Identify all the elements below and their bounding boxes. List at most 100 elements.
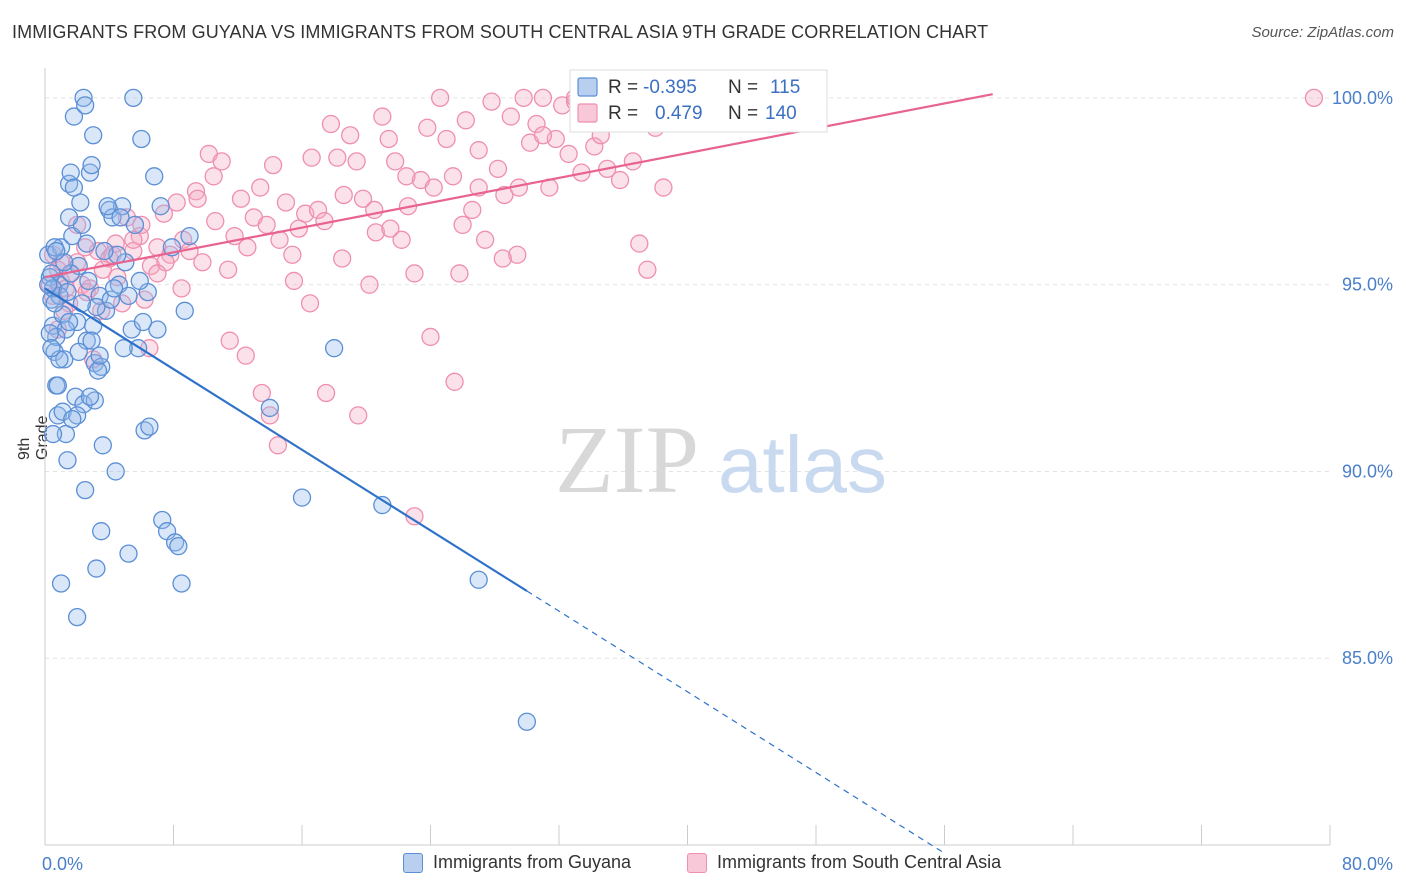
legend-swatch-guyana [403, 852, 423, 873]
blue-point [63, 409, 82, 429]
legend-item-guyana: Immigrants from Guyana [403, 852, 631, 873]
legend-box [569, 69, 828, 133]
pink-point [231, 189, 251, 208]
pink-point [283, 245, 302, 264]
pink-point [397, 167, 416, 186]
pink-point [482, 92, 501, 111]
pink-point [124, 230, 143, 249]
blue-point [58, 282, 77, 302]
blue-point [180, 226, 199, 246]
tick-labels: 100.0% 95.0% 90.0% 85.0% 0.0% 80.0% [42, 88, 1393, 874]
pink-point [360, 275, 379, 294]
blue-point [80, 387, 100, 406]
blue-point [67, 607, 87, 627]
pink-point [328, 148, 347, 167]
pink-point [456, 111, 475, 130]
blue-point [133, 312, 153, 332]
blue-point [324, 339, 344, 358]
pink-point [302, 148, 321, 167]
blue-point [87, 297, 106, 317]
legend-n-label-pink: N = [728, 103, 758, 124]
blue-point [98, 197, 117, 216]
pink-point [463, 200, 482, 220]
pink-point [514, 88, 533, 108]
chart-title: IMMIGRANTS FROM GUYANA VS IMMIGRANTS FRO… [12, 22, 989, 42]
blue-point [72, 294, 92, 313]
blue-point [90, 346, 109, 365]
x-tick-label-min: 0.0% [42, 854, 83, 874]
pink-point [421, 327, 440, 347]
pink-point [424, 178, 443, 197]
pink-point [1304, 88, 1324, 108]
blue-point [96, 301, 116, 320]
blue-point [153, 510, 172, 530]
pink-point [445, 372, 464, 391]
blue-point [132, 129, 151, 149]
blue-point [40, 324, 59, 343]
pink-point [508, 245, 527, 264]
blue-point [69, 342, 88, 362]
blue-point [130, 271, 149, 291]
blue-point [87, 559, 106, 578]
gridlines [45, 97, 1330, 659]
pink-point [443, 167, 463, 186]
pink-point [341, 126, 360, 145]
blue-point [74, 88, 93, 108]
y-tick-label: 95.0% [1342, 275, 1393, 295]
blue-point [92, 522, 111, 541]
pink-point [308, 200, 328, 220]
legend-n-value-pink: 140 [765, 103, 797, 124]
legend-item-south-central-asia: Immigrants from South Central Asia [687, 852, 1001, 873]
blue-point [79, 271, 98, 291]
blue-point [119, 544, 138, 563]
blue-point [114, 339, 133, 358]
legend-r-label-blue: R = [608, 77, 638, 98]
pink-point [418, 118, 437, 137]
pink-point [437, 129, 456, 149]
pink-point [167, 193, 186, 212]
blue-point [47, 241, 66, 261]
pink-point [493, 249, 512, 268]
legend-swatch-blue [577, 77, 598, 97]
pink-point [220, 331, 239, 350]
pink-point [238, 238, 257, 257]
pink-point [112, 294, 132, 313]
pink-point [533, 88, 553, 108]
blue-point [58, 451, 77, 470]
pink-point [495, 185, 514, 205]
pink-point [236, 346, 255, 365]
blue-trend-extension [526, 590, 945, 854]
legend-label-guyana: Immigrants from Guyana [433, 852, 632, 872]
blue-point [124, 88, 143, 108]
pink-point [206, 212, 225, 231]
blue-point [61, 163, 80, 182]
pink-point [108, 268, 127, 287]
pink-point [260, 406, 280, 425]
legend-label-south-central-asia: Immigrants from South Central Asia [717, 852, 1002, 872]
legend-top: R = -0.395 N = 115 R = 0.479 N = 140 [569, 69, 828, 133]
blue-point [95, 241, 114, 261]
pink-point [450, 264, 469, 283]
axes [44, 68, 1331, 846]
pink-point [585, 137, 604, 156]
pink-point [527, 114, 546, 134]
blue-point [74, 395, 93, 414]
watermark-zip: ZIP [555, 406, 699, 513]
pink-point [630, 234, 649, 253]
blue-point [80, 163, 100, 182]
blue-point [88, 361, 108, 380]
blue-point [517, 712, 537, 731]
pink-point [218, 260, 238, 279]
x-tick-label-max: 80.0% [1342, 854, 1393, 874]
blue-point [145, 167, 164, 186]
pink-point [469, 141, 488, 160]
y-tick-label: 90.0% [1342, 461, 1393, 481]
pink-point [148, 264, 167, 283]
blue-point [84, 126, 103, 145]
pink-point [379, 129, 398, 149]
legend-n-value-blue: 115 [770, 77, 800, 98]
blue-point [93, 436, 112, 455]
watermark-atlas: atlas [718, 420, 887, 509]
pink-point [373, 107, 392, 126]
